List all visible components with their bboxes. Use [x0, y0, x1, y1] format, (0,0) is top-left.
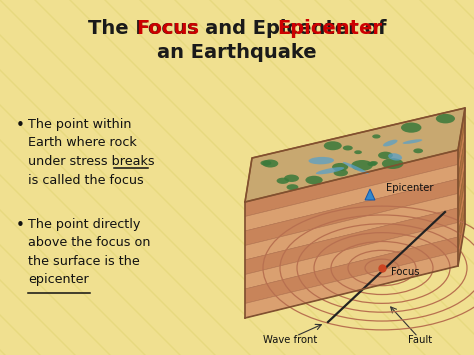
- Polygon shape: [245, 208, 458, 274]
- Polygon shape: [458, 166, 465, 223]
- Ellipse shape: [370, 161, 378, 165]
- Polygon shape: [245, 223, 458, 289]
- Text: The Focus and Epicenter of: The Focus and Epicenter of: [88, 18, 386, 38]
- Ellipse shape: [383, 140, 398, 146]
- Polygon shape: [365, 189, 375, 200]
- Ellipse shape: [388, 153, 402, 160]
- Ellipse shape: [316, 167, 344, 174]
- Text: •: •: [16, 218, 25, 233]
- Text: The point within
Earth where rock
under stress breaks
is called the focus: The point within Earth where rock under …: [28, 118, 155, 186]
- Polygon shape: [245, 150, 458, 217]
- Ellipse shape: [382, 158, 403, 169]
- Ellipse shape: [309, 157, 334, 164]
- Ellipse shape: [332, 163, 348, 171]
- Polygon shape: [245, 251, 458, 318]
- Ellipse shape: [401, 122, 421, 133]
- Text: an Earthquake: an Earthquake: [157, 43, 317, 61]
- Ellipse shape: [305, 176, 323, 184]
- Ellipse shape: [402, 139, 422, 144]
- Polygon shape: [458, 122, 465, 179]
- Polygon shape: [245, 179, 458, 246]
- Polygon shape: [245, 237, 458, 304]
- Polygon shape: [458, 137, 465, 193]
- Ellipse shape: [262, 159, 278, 168]
- Polygon shape: [245, 108, 465, 202]
- Text: Focus: Focus: [391, 267, 419, 277]
- Ellipse shape: [367, 162, 377, 166]
- Ellipse shape: [354, 150, 362, 154]
- Text: Epicenter: Epicenter: [277, 18, 383, 38]
- Ellipse shape: [413, 148, 423, 153]
- Polygon shape: [458, 209, 465, 266]
- Polygon shape: [245, 164, 458, 231]
- Text: The point directly
above the focus on
the surface is the
epicenter: The point directly above the focus on th…: [28, 218, 151, 286]
- Ellipse shape: [372, 134, 381, 138]
- Ellipse shape: [260, 160, 271, 166]
- Ellipse shape: [351, 160, 373, 171]
- Ellipse shape: [436, 114, 455, 124]
- Ellipse shape: [286, 184, 299, 190]
- Ellipse shape: [277, 178, 289, 184]
- Polygon shape: [458, 152, 465, 208]
- Ellipse shape: [343, 162, 369, 174]
- Ellipse shape: [324, 141, 342, 150]
- Ellipse shape: [378, 152, 393, 159]
- Polygon shape: [458, 108, 465, 164]
- Polygon shape: [458, 195, 465, 251]
- Polygon shape: [458, 180, 465, 237]
- Text: •: •: [16, 118, 25, 133]
- Ellipse shape: [284, 175, 299, 182]
- Ellipse shape: [343, 146, 353, 151]
- Ellipse shape: [334, 169, 348, 176]
- Text: Wave front: Wave front: [263, 335, 317, 345]
- Polygon shape: [245, 193, 458, 260]
- Text: Fault: Fault: [408, 335, 432, 345]
- Text: Focus: Focus: [137, 18, 200, 38]
- Text: Epicenter: Epicenter: [386, 183, 434, 193]
